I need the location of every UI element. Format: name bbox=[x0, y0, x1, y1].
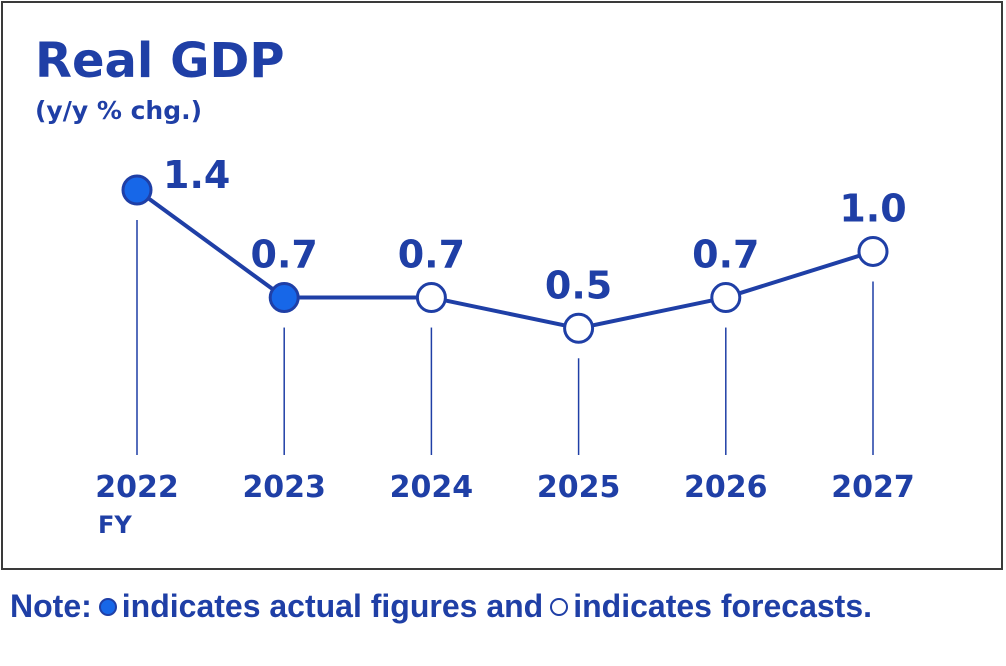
note-prefix: Note: bbox=[10, 588, 92, 624]
chart-frame: Real GDP (y/y % chg.) 1.4 0.7 0.7 0.5 0.7 1.0… bbox=[1, 1, 1003, 570]
data-labels: 1.4 0.7 0.7 0.5 0.7 1.0 bbox=[163, 153, 907, 307]
footnote: Note: indicates actual figures and indic… bbox=[10, 588, 872, 625]
note-forecast-text: indicates forecasts. bbox=[573, 588, 873, 624]
data-label: 0.5 bbox=[545, 263, 612, 307]
line-chart: Real GDP (y/y % chg.) 1.4 0.7 0.7 0.5 0.7 1.0… bbox=[35, 33, 915, 539]
x-tick-label: 2027 bbox=[831, 470, 915, 505]
x-tick-label: 2023 bbox=[242, 470, 326, 505]
data-label: 0.7 bbox=[251, 233, 318, 277]
series-line bbox=[135, 188, 874, 331]
x-tick-label: 2024 bbox=[390, 470, 474, 505]
forecast-point bbox=[563, 312, 595, 344]
x-tick-labels: 2022 2023 2024 2025 2026 2027 bbox=[95, 470, 915, 505]
series-line-group bbox=[135, 188, 874, 331]
forecast-marker-icon bbox=[550, 597, 569, 616]
chart-subtitle: (y/y % chg.) bbox=[35, 96, 202, 125]
data-label: 0.7 bbox=[398, 233, 465, 277]
x-tick-label: 2025 bbox=[537, 470, 621, 505]
x-tick-label: 2026 bbox=[684, 470, 768, 505]
data-label: 1.4 bbox=[163, 153, 230, 197]
data-label: 1.0 bbox=[839, 186, 906, 230]
data-label: 0.7 bbox=[692, 233, 759, 277]
actual-point bbox=[268, 282, 300, 314]
note-actual-text: indicates actual figures and bbox=[121, 588, 544, 624]
forecast-point bbox=[857, 235, 889, 267]
forecast-point bbox=[710, 282, 742, 314]
actual-point bbox=[121, 174, 153, 206]
x-unit-label: FY bbox=[98, 511, 132, 539]
drop-lines bbox=[136, 220, 874, 455]
actual-marker-icon bbox=[98, 597, 117, 616]
data-points bbox=[121, 174, 889, 344]
x-tick-label: 2022 bbox=[95, 470, 179, 505]
chart-title: Real GDP bbox=[35, 33, 285, 89]
forecast-point bbox=[415, 282, 447, 314]
